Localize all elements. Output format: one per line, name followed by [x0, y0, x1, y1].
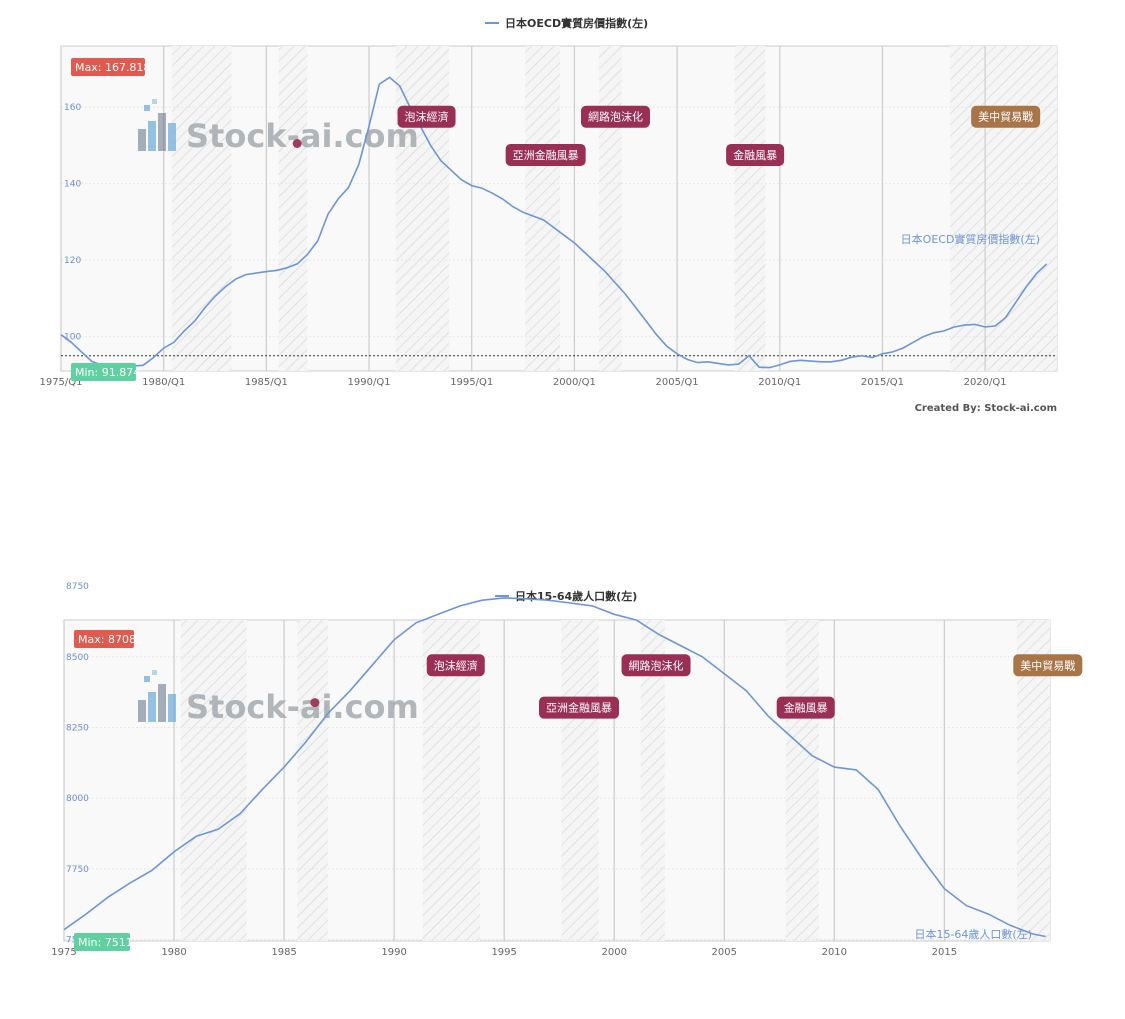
logo-pixel: [144, 676, 150, 682]
max-badge: [71, 58, 145, 76]
x-tick-label: 1990: [381, 947, 406, 958]
event-label: 美中貿易戰: [1020, 659, 1075, 672]
x-tick-label: 1985: [271, 947, 296, 958]
event-label: 網路泡沫化: [588, 110, 643, 124]
event-badge: [726, 143, 785, 166]
event-badge: [621, 654, 691, 677]
max-label: Max: 167.818: [75, 61, 150, 74]
event-badge: [426, 654, 485, 677]
logo-bar: [138, 700, 146, 722]
recession-band: [561, 620, 599, 941]
population-chart: 日本15-64歲人口數(左)75007750800082508500875019…: [51, 582, 1083, 958]
event-badge: [776, 696, 835, 719]
x-tick-label: 2005/Q1: [656, 377, 699, 388]
event-label: 金融風暴: [784, 701, 828, 715]
event-label: 美中貿易戰: [978, 111, 1033, 124]
x-tick-label: 1995/Q1: [450, 377, 493, 388]
x-tick-label: 2020/Q1: [964, 377, 1007, 388]
recession-band: [525, 46, 561, 371]
series-end-label: 日本15-64歲人口數(左): [914, 927, 1032, 941]
recession-band: [599, 46, 622, 371]
logo-pixel: [152, 99, 157, 104]
event-label: 金融風暴: [733, 148, 777, 162]
x-tick-label: 1980: [161, 947, 186, 958]
min-badge: [71, 363, 136, 381]
x-tick-label: 2000: [601, 947, 626, 958]
x-tick-label: 2010/Q1: [758, 377, 801, 388]
legend-label: 日本OECD實質房價指數(左): [505, 16, 648, 30]
recession-band: [950, 46, 1057, 371]
event-badge: [1013, 654, 1083, 677]
recession-band: [734, 46, 766, 371]
x-tick-label: 2015/Q1: [861, 377, 904, 388]
series-line: [60, 76, 1048, 369]
credit-text: Created By: Stock-ai.com: [915, 403, 1057, 414]
min-label: Min: 7511: [78, 936, 133, 949]
recession-band: [278, 46, 308, 371]
logo-bar: [158, 684, 166, 722]
min-badge: [74, 933, 130, 951]
logo-pixel: [152, 670, 157, 675]
logo-pixel: [144, 105, 150, 111]
x-tick-label: 1980/Q1: [142, 377, 185, 388]
y-tick-label: 7750: [66, 865, 89, 875]
event-badge: [580, 105, 650, 128]
recession-band: [297, 620, 329, 941]
y-tick-label: 140: [64, 180, 81, 190]
event-label: 網路泡沫化: [629, 658, 684, 672]
y-tick-label: 160: [64, 103, 81, 113]
series-line: [63, 597, 1046, 938]
x-tick-label: 2010: [822, 947, 847, 958]
y-tick-label: 8250: [66, 723, 89, 733]
event-label: 亞洲金融風暴: [546, 701, 612, 715]
y-tick-label: 8750: [66, 582, 89, 592]
house-price-chart: 日本OECD實質房價指數(左) 100 120 140 160 1975/Q1 1980/Q…: [39, 16, 1058, 414]
x-tick-label: 1975: [51, 947, 76, 958]
event-badge: [539, 696, 620, 719]
event-marker-dot: [292, 139, 302, 148]
recession-band: [395, 46, 450, 371]
y-tick-label: 100: [64, 333, 81, 343]
recession-band: [785, 620, 819, 941]
y-tick-label: 120: [64, 256, 81, 266]
x-tick-label: 1995: [491, 947, 516, 958]
logo-bar: [148, 121, 156, 151]
series-end-label: 日本OECD實質房價指數(左): [901, 232, 1040, 246]
x-tick-label: 2000/Q1: [553, 377, 596, 388]
event-marker-dot: [310, 698, 320, 708]
event-label: 亞洲金融風暴: [513, 148, 579, 162]
logo-bar: [168, 123, 176, 151]
legend-label: 日本15-64歲人口數(左): [515, 589, 637, 603]
event-badge: [397, 105, 456, 128]
watermark-text: Stock-ai.com: [186, 117, 419, 155]
y-tick-label: 8500: [66, 653, 89, 663]
x-tick-label: 1990/Q1: [348, 377, 391, 388]
watermark-text: Stock-ai.com: [186, 688, 419, 726]
event-badge: [971, 105, 1041, 128]
logo-bar: [138, 129, 146, 151]
logo-bar: [158, 113, 166, 151]
x-tick-label: 1985/Q1: [245, 377, 288, 388]
max-label: Max: 8708: [78, 633, 136, 646]
logo-bar: [168, 694, 176, 722]
max-badge: [74, 630, 134, 648]
x-tick-label: 1975/Q1: [39, 377, 82, 388]
recession-band: [180, 620, 247, 941]
min-label: Min: 91.874: [75, 366, 140, 379]
event-badge: [505, 143, 586, 166]
event-label: 泡沫經濟: [405, 110, 449, 124]
x-tick-label: 2005: [712, 947, 737, 958]
x-tick-label: 2015: [932, 947, 957, 958]
logo-bar: [148, 692, 156, 722]
event-label: 泡沫經濟: [434, 658, 478, 672]
recession-band: [171, 46, 232, 371]
y-tick-label: 8000: [66, 794, 89, 804]
